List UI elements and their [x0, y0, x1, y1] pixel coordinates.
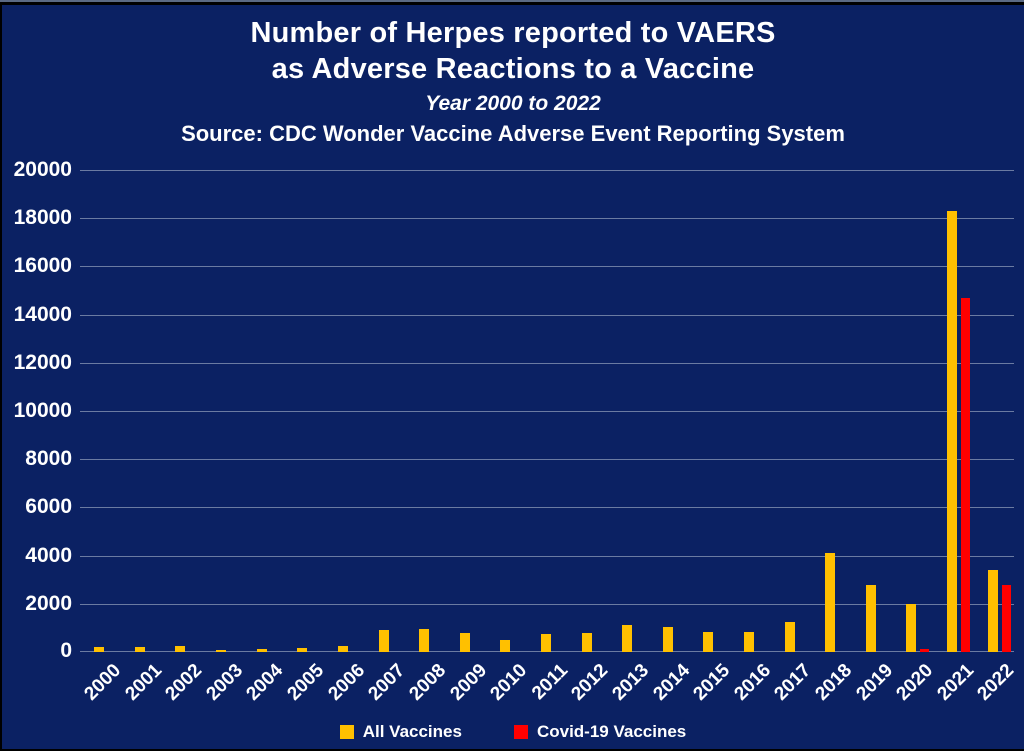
gridline-4000: [80, 556, 1014, 557]
x-tick-label-2006: 2006: [324, 660, 369, 705]
gridline-2000: [80, 604, 1014, 605]
x-tick-label-2021: 2021: [933, 660, 978, 705]
x-tick-label-2009: 2009: [445, 660, 491, 705]
chart-header: Number of Herpes reported to VAERS as Ad…: [2, 15, 1024, 147]
y-tick-label-16000: 16000: [13, 254, 72, 277]
gridline-18000: [80, 218, 1014, 219]
gridline-8000: [80, 459, 1014, 460]
x-tick-label-2005: 2005: [283, 660, 329, 705]
x-tick-label-2018: 2018: [811, 660, 857, 705]
gridline-16000: [80, 266, 1014, 267]
bar-2014-all-vaccines: [662, 627, 673, 652]
bar-2022-all-vaccines: [987, 570, 998, 652]
y-tick-label-4000: 4000: [25, 544, 72, 567]
bar-2017-all-vaccines: [784, 622, 795, 652]
y-tick-label-14000: 14000: [13, 303, 72, 326]
bar-2021-all-vaccines: [947, 211, 957, 652]
x-tick-label-2001: 2001: [121, 660, 166, 705]
bar-2018-all-vaccines: [825, 553, 836, 652]
x-tick-label-2002: 2002: [161, 660, 207, 705]
y-tick-label-6000: 6000: [25, 495, 72, 518]
y-tick-label-20000: 20000: [13, 158, 72, 181]
bar-2022-covid19-vaccines: [1001, 585, 1011, 652]
x-tick-label-2014: 2014: [648, 660, 694, 705]
y-tick-label-18000: 18000: [13, 206, 72, 229]
bar-2006-all-vaccines: [337, 646, 348, 652]
y-tick-label-12000: 12000: [13, 351, 72, 374]
x-tick-label-2007: 2007: [364, 660, 410, 705]
plot-area: [80, 170, 1014, 652]
legend-item-all-vaccines: All Vaccines: [339, 722, 462, 742]
x-tick-label-2013: 2013: [608, 660, 654, 705]
bar-2016-all-vaccines: [744, 632, 754, 652]
gridline-12000: [80, 363, 1014, 364]
y-axis-labels: 0 2000 4000 6000 8000 10000 12000 14000 16000 180…: [2, 159, 72, 662]
y-tick-label-8000: 8000: [25, 447, 72, 470]
y-tick-label-0: 0: [60, 639, 72, 662]
legend-swatch-icon: [513, 725, 528, 739]
legend-item-covid-19-vaccines: Covid-19 Vaccines: [513, 722, 687, 742]
window-top-edge: [0, 0, 1024, 2]
x-axis-labels: 2000 2001 2002 2003 2004 2005 2006 2007 2008 2009…: [80, 652, 1018, 714]
chart-source: Source: CDC Wonder Vaccine Adverse Event…: [181, 120, 845, 146]
gridline-20000: [80, 170, 1014, 171]
legend-label: Covid-19 Vaccines: [536, 722, 687, 741]
x-tick-label-2022: 2022: [973, 660, 1019, 705]
legend-swatch-icon: [339, 725, 354, 739]
bar-2011-all-vaccines: [540, 634, 551, 652]
chart-title-line2: as Adverse Reactions to a Vaccine: [271, 53, 755, 86]
bar-2020-all-vaccines: [906, 604, 917, 652]
bar-2005-all-vaccines: [297, 648, 308, 652]
x-tick-label-2008: 2008: [405, 660, 451, 705]
bar-2019-all-vaccines: [865, 585, 876, 652]
x-tick-label-2010: 2010: [486, 660, 532, 705]
bar-2012-all-vaccines: [581, 633, 592, 652]
bar-2001-all-vaccines: [134, 647, 145, 652]
x-tick-label-2019: 2019: [852, 660, 897, 705]
x-tick-label-2011: 2011: [527, 660, 572, 705]
x-tick-label-2020: 2020: [892, 660, 938, 705]
gridline-6000: [80, 507, 1014, 508]
bar-2002-all-vaccines: [175, 646, 186, 652]
bar-2013-all-vaccines: [622, 625, 633, 652]
bar-2020-covid19-vaccines: [920, 649, 930, 652]
bar-2007-all-vaccines: [378, 630, 389, 652]
y-tick-label-10000: 10000: [13, 399, 72, 422]
bar-2003-all-vaccines: [216, 650, 226, 652]
gridline-14000: [80, 315, 1014, 316]
gridline-10000: [80, 411, 1014, 412]
x-tick-label-2003: 2003: [202, 660, 247, 705]
bar-2021-covid19-vaccines: [961, 298, 970, 652]
bar-2009-all-vaccines: [459, 633, 470, 652]
x-tick-label-2012: 2012: [567, 660, 613, 705]
bar-2010-all-vaccines: [500, 640, 511, 652]
bar-2000-all-vaccines: [94, 647, 105, 652]
legend-label: All Vaccines: [362, 722, 462, 741]
x-tick-label-2004: 2004: [242, 660, 288, 705]
legend: All Vaccines Covid-19 Vaccines: [2, 722, 1024, 742]
chart-canvas: Number of Herpes reported to VAERS as Ad…: [2, 5, 1024, 749]
x-tick-label-2000: 2000: [80, 660, 126, 705]
chart-title-line1: Number of Herpes reported to VAERS: [250, 17, 776, 49]
y-tick-label-2000: 2000: [25, 592, 72, 615]
bar-2015-all-vaccines: [703, 632, 714, 652]
chart-subtitle: Year 2000 to 2022: [425, 91, 601, 115]
x-tick-label-2016: 2016: [730, 660, 775, 705]
x-tick-label-2015: 2015: [689, 660, 735, 705]
bar-2008-all-vaccines: [419, 629, 430, 652]
bar-2004-all-vaccines: [256, 649, 267, 652]
x-tick-label-2017: 2017: [770, 660, 816, 705]
